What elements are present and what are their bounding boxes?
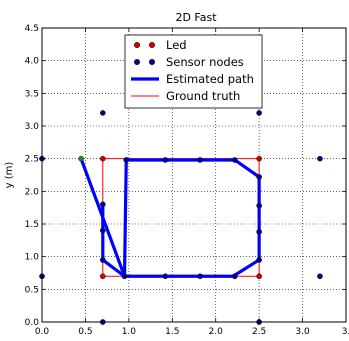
y-tick-label: 0.5: [25, 285, 39, 295]
data-point: [78, 155, 84, 162]
y-tick-label: 1.5: [25, 220, 39, 230]
data-point: [100, 201, 106, 208]
y-tick-label: 3.5: [25, 89, 39, 99]
y-tick-label: 4.5: [25, 24, 39, 34]
chart-title: 2D Fast: [175, 11, 217, 24]
data-point: [100, 273, 106, 280]
data-point: [256, 202, 262, 209]
x-tick-label: 0.5: [78, 327, 92, 337]
legend-label: Sensor nodes: [166, 55, 244, 69]
plot-series: [39, 110, 323, 325]
legend: Led Sensor nodes Estimated path Ground trut…: [124, 34, 263, 109]
legend-label: Estimated path: [166, 72, 254, 86]
legend-marker: [148, 59, 155, 66]
data-point: [317, 155, 323, 162]
legend-marker: [133, 59, 140, 66]
y-tick-label: 0.0: [25, 318, 40, 328]
axes: 0.0 0.5 1.0 1.5 2.0 2.5 3.0 3. 0.0 0.5 1.0 1.5 2.0 2.…: [25, 24, 349, 337]
legend-label: Ground truth: [166, 89, 240, 103]
x-tick-label: 2.0: [209, 327, 224, 337]
data-point: [121, 273, 128, 280]
legend-marker: [148, 42, 155, 49]
legend-label: Led: [166, 38, 187, 52]
data-point: [197, 273, 203, 280]
y-tick-label: 3.0: [25, 122, 40, 132]
y-tick-label: 4.0: [25, 57, 40, 67]
data-point: [100, 257, 106, 263]
data-point: [123, 157, 130, 163]
data-point: [256, 229, 262, 235]
data-point: [256, 110, 262, 116]
data-point: [256, 174, 262, 180]
y-tick-label: 2.5: [25, 155, 39, 165]
legend-marker: [133, 42, 140, 49]
data-point: [100, 110, 106, 116]
data-point: [162, 157, 169, 163]
x-tick-label: 3.: [342, 327, 349, 337]
data-point: [256, 155, 262, 162]
x-tick-label: 1.0: [122, 327, 137, 337]
x-tick-label: 0.0: [35, 327, 50, 337]
y-axis-label: y (m): [4, 162, 15, 189]
data-point: [317, 273, 323, 280]
plot-frame: [41, 27, 347, 323]
data-point: [256, 273, 262, 280]
x-tick-label: 1.5: [165, 327, 179, 337]
data-point: [162, 273, 169, 280]
x-tick-label: 2.5: [252, 327, 266, 337]
x-tick-label: 3.0: [295, 327, 310, 337]
y-tick-label: 1.0: [25, 253, 40, 263]
data-point: [232, 273, 238, 280]
data-point: [100, 155, 106, 162]
data-point: [256, 257, 262, 263]
data-point: [100, 227, 106, 234]
y-tick-label: 2.0: [25, 187, 40, 197]
data-point: [232, 157, 238, 163]
estimated-path-line: [79, 157, 261, 278]
data-point: [197, 157, 203, 163]
